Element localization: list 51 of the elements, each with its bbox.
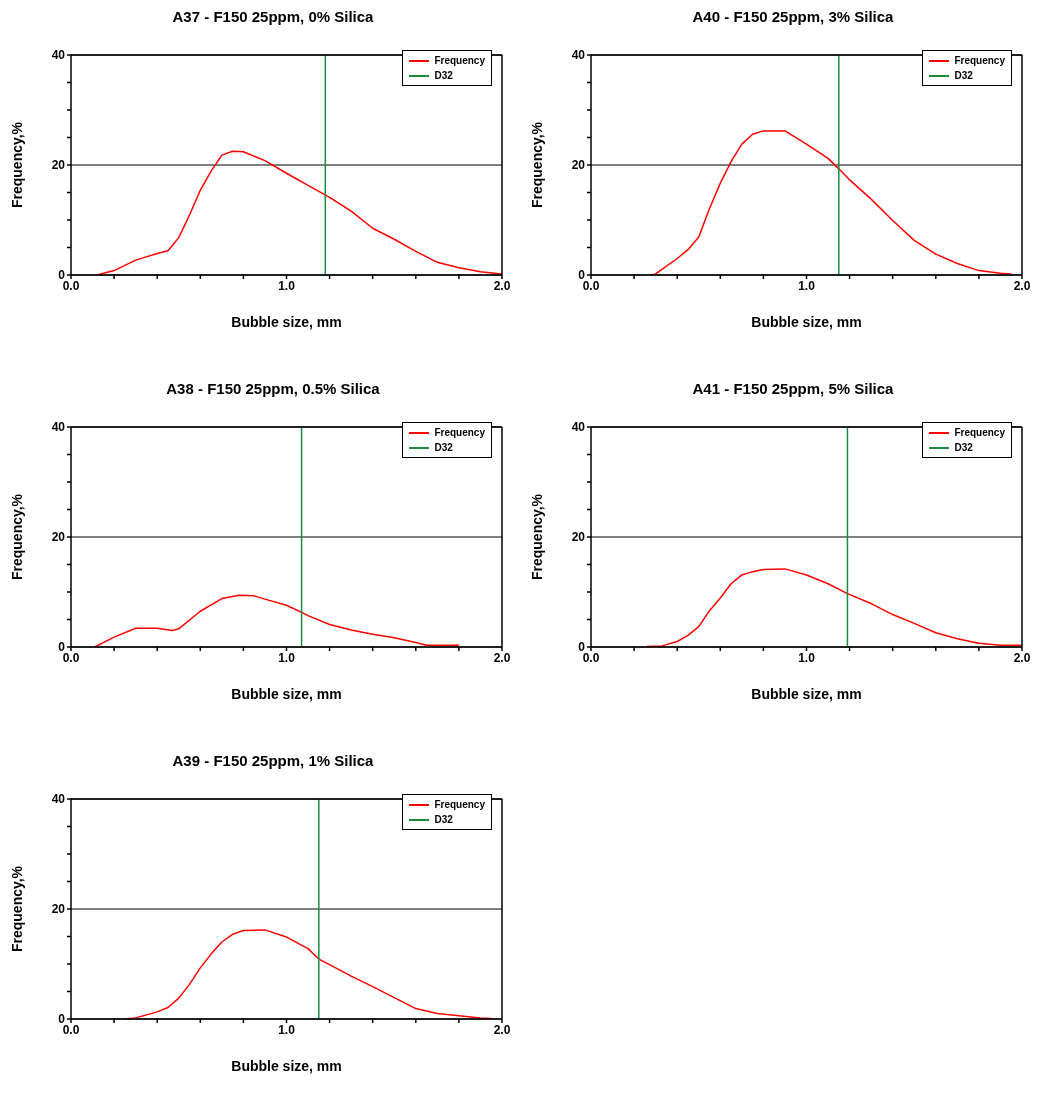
y-axis-title: Frequency,%	[8, 865, 25, 953]
y-axis-title: Frequency,%	[528, 121, 545, 209]
x-tick-label: 1.0	[798, 650, 816, 665]
y-tick-label: 40	[51, 792, 66, 807]
legend-label: D32	[954, 69, 973, 83]
chart-title: A38 - F150 25ppm, 0.5% Silica	[165, 380, 381, 399]
y-tick-label: 40	[51, 420, 66, 435]
x-tick-label: 0.0	[582, 650, 600, 665]
chart-title: A39 - F150 25ppm, 1% Silica	[171, 752, 375, 771]
y-tick-label: 20	[51, 530, 66, 545]
legend-label: D32	[434, 69, 453, 83]
y-axis-title: Frequency,%	[8, 493, 25, 581]
legend-label: D32	[434, 813, 453, 827]
y-axis-title: Frequency,%	[528, 493, 545, 581]
y-tick-label: 40	[571, 420, 586, 435]
legend-label: Frequency	[954, 54, 1005, 68]
legend-label: Frequency	[954, 426, 1005, 440]
x-tick-label: 0.0	[62, 278, 80, 293]
x-tick-label: 1.0	[278, 1022, 296, 1037]
line-series	[93, 594, 460, 647]
x-tick-label: 0.0	[582, 278, 600, 293]
x-axis-title: Bubble size, mm	[751, 314, 862, 330]
x-axis-title: Bubble size, mm	[751, 686, 862, 702]
x-tick-label: 1.0	[278, 650, 296, 665]
x-tick-label: 2.0	[493, 650, 511, 665]
x-axis-title: Bubble size, mm	[231, 314, 342, 330]
y-tick-label: 20	[571, 530, 586, 545]
chart-title: A40 - F150 25ppm, 3% Silica	[691, 8, 895, 27]
legend-label: Frequency	[434, 798, 485, 812]
legend-label: Frequency	[434, 426, 485, 440]
legend-label: D32	[434, 441, 453, 455]
legend-label: Frequency	[434, 54, 485, 68]
x-tick-label: 1.0	[278, 278, 296, 293]
x-axis-title: Bubble size, mm	[231, 1058, 342, 1074]
chart-title: A41 - F150 25ppm, 5% Silica	[691, 380, 895, 399]
x-tick-label: 2.0	[1013, 650, 1031, 665]
y-tick-label: 20	[51, 902, 66, 917]
y-tick-label: 40	[51, 48, 66, 63]
x-tick-label: 2.0	[493, 1022, 511, 1037]
x-tick-label: 0.0	[62, 650, 80, 665]
y-tick-label: 40	[571, 48, 586, 63]
x-tick-label: 2.0	[493, 278, 511, 293]
y-tick-label: 20	[571, 158, 586, 173]
y-axis-title: Frequency,%	[8, 121, 25, 209]
y-tick-label: 20	[51, 158, 66, 173]
chart-title: A37 - F150 25ppm, 0% Silica	[171, 8, 375, 27]
x-tick-label: 2.0	[1013, 278, 1031, 293]
x-tick-label: 1.0	[798, 278, 816, 293]
legend-label: D32	[954, 441, 973, 455]
x-axis-title: Bubble size, mm	[231, 686, 342, 702]
x-tick-label: 0.0	[62, 1022, 80, 1037]
